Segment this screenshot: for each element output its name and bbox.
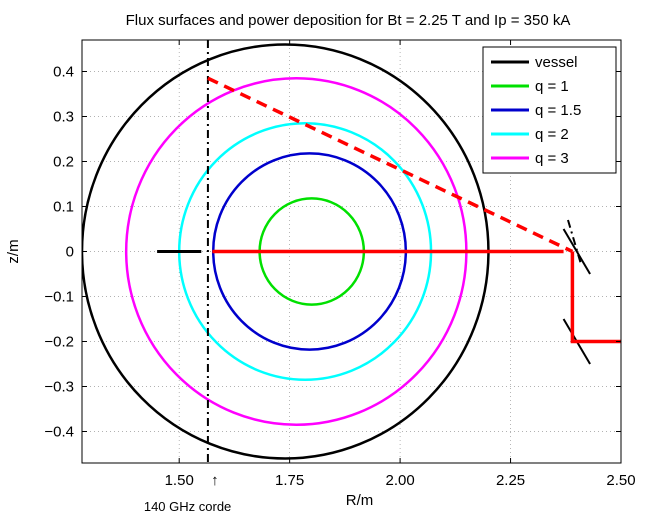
legend-label: q = 3 [535, 150, 569, 167]
x-tick-label: 1.50 [165, 472, 194, 489]
y-tick-label: 0.2 [53, 154, 74, 171]
legend: vessel q = 1 q = 1.5 q = 2 q = 3 [483, 47, 616, 173]
x-tick-label: 2.50 [606, 472, 635, 489]
y-tick-label: 0.1 [53, 199, 74, 216]
y-tick-label: 0 [66, 244, 74, 261]
chord-line [568, 220, 581, 265]
y-tick-label: 0.4 [53, 64, 74, 81]
x-axis-label: R/m [346, 492, 374, 509]
y-tick-label: −0.2 [44, 334, 74, 351]
y-tick-label: −0.3 [44, 379, 74, 396]
legend-label: vessel [535, 54, 578, 71]
y-tick-label: 0.3 [53, 109, 74, 126]
y-axis-label: z/m [5, 239, 22, 263]
legend-label: q = 2 [535, 126, 569, 143]
x-tick-label: 2.25 [496, 472, 525, 489]
x-tick-label: 1.75 [275, 472, 304, 489]
y-tick-label: −0.1 [44, 289, 74, 306]
legend-label: q = 1 [535, 78, 569, 95]
x-tick-label: 2.00 [385, 472, 414, 489]
chord-arrow: ↑ [211, 472, 219, 489]
legend-label: q = 1.5 [535, 102, 581, 119]
beam-path [572, 252, 621, 342]
chart-title: Flux surfaces and power deposition for B… [126, 12, 571, 29]
chord-label: 140 GHz corde [144, 499, 231, 514]
y-tick-label: −0.4 [44, 424, 74, 441]
